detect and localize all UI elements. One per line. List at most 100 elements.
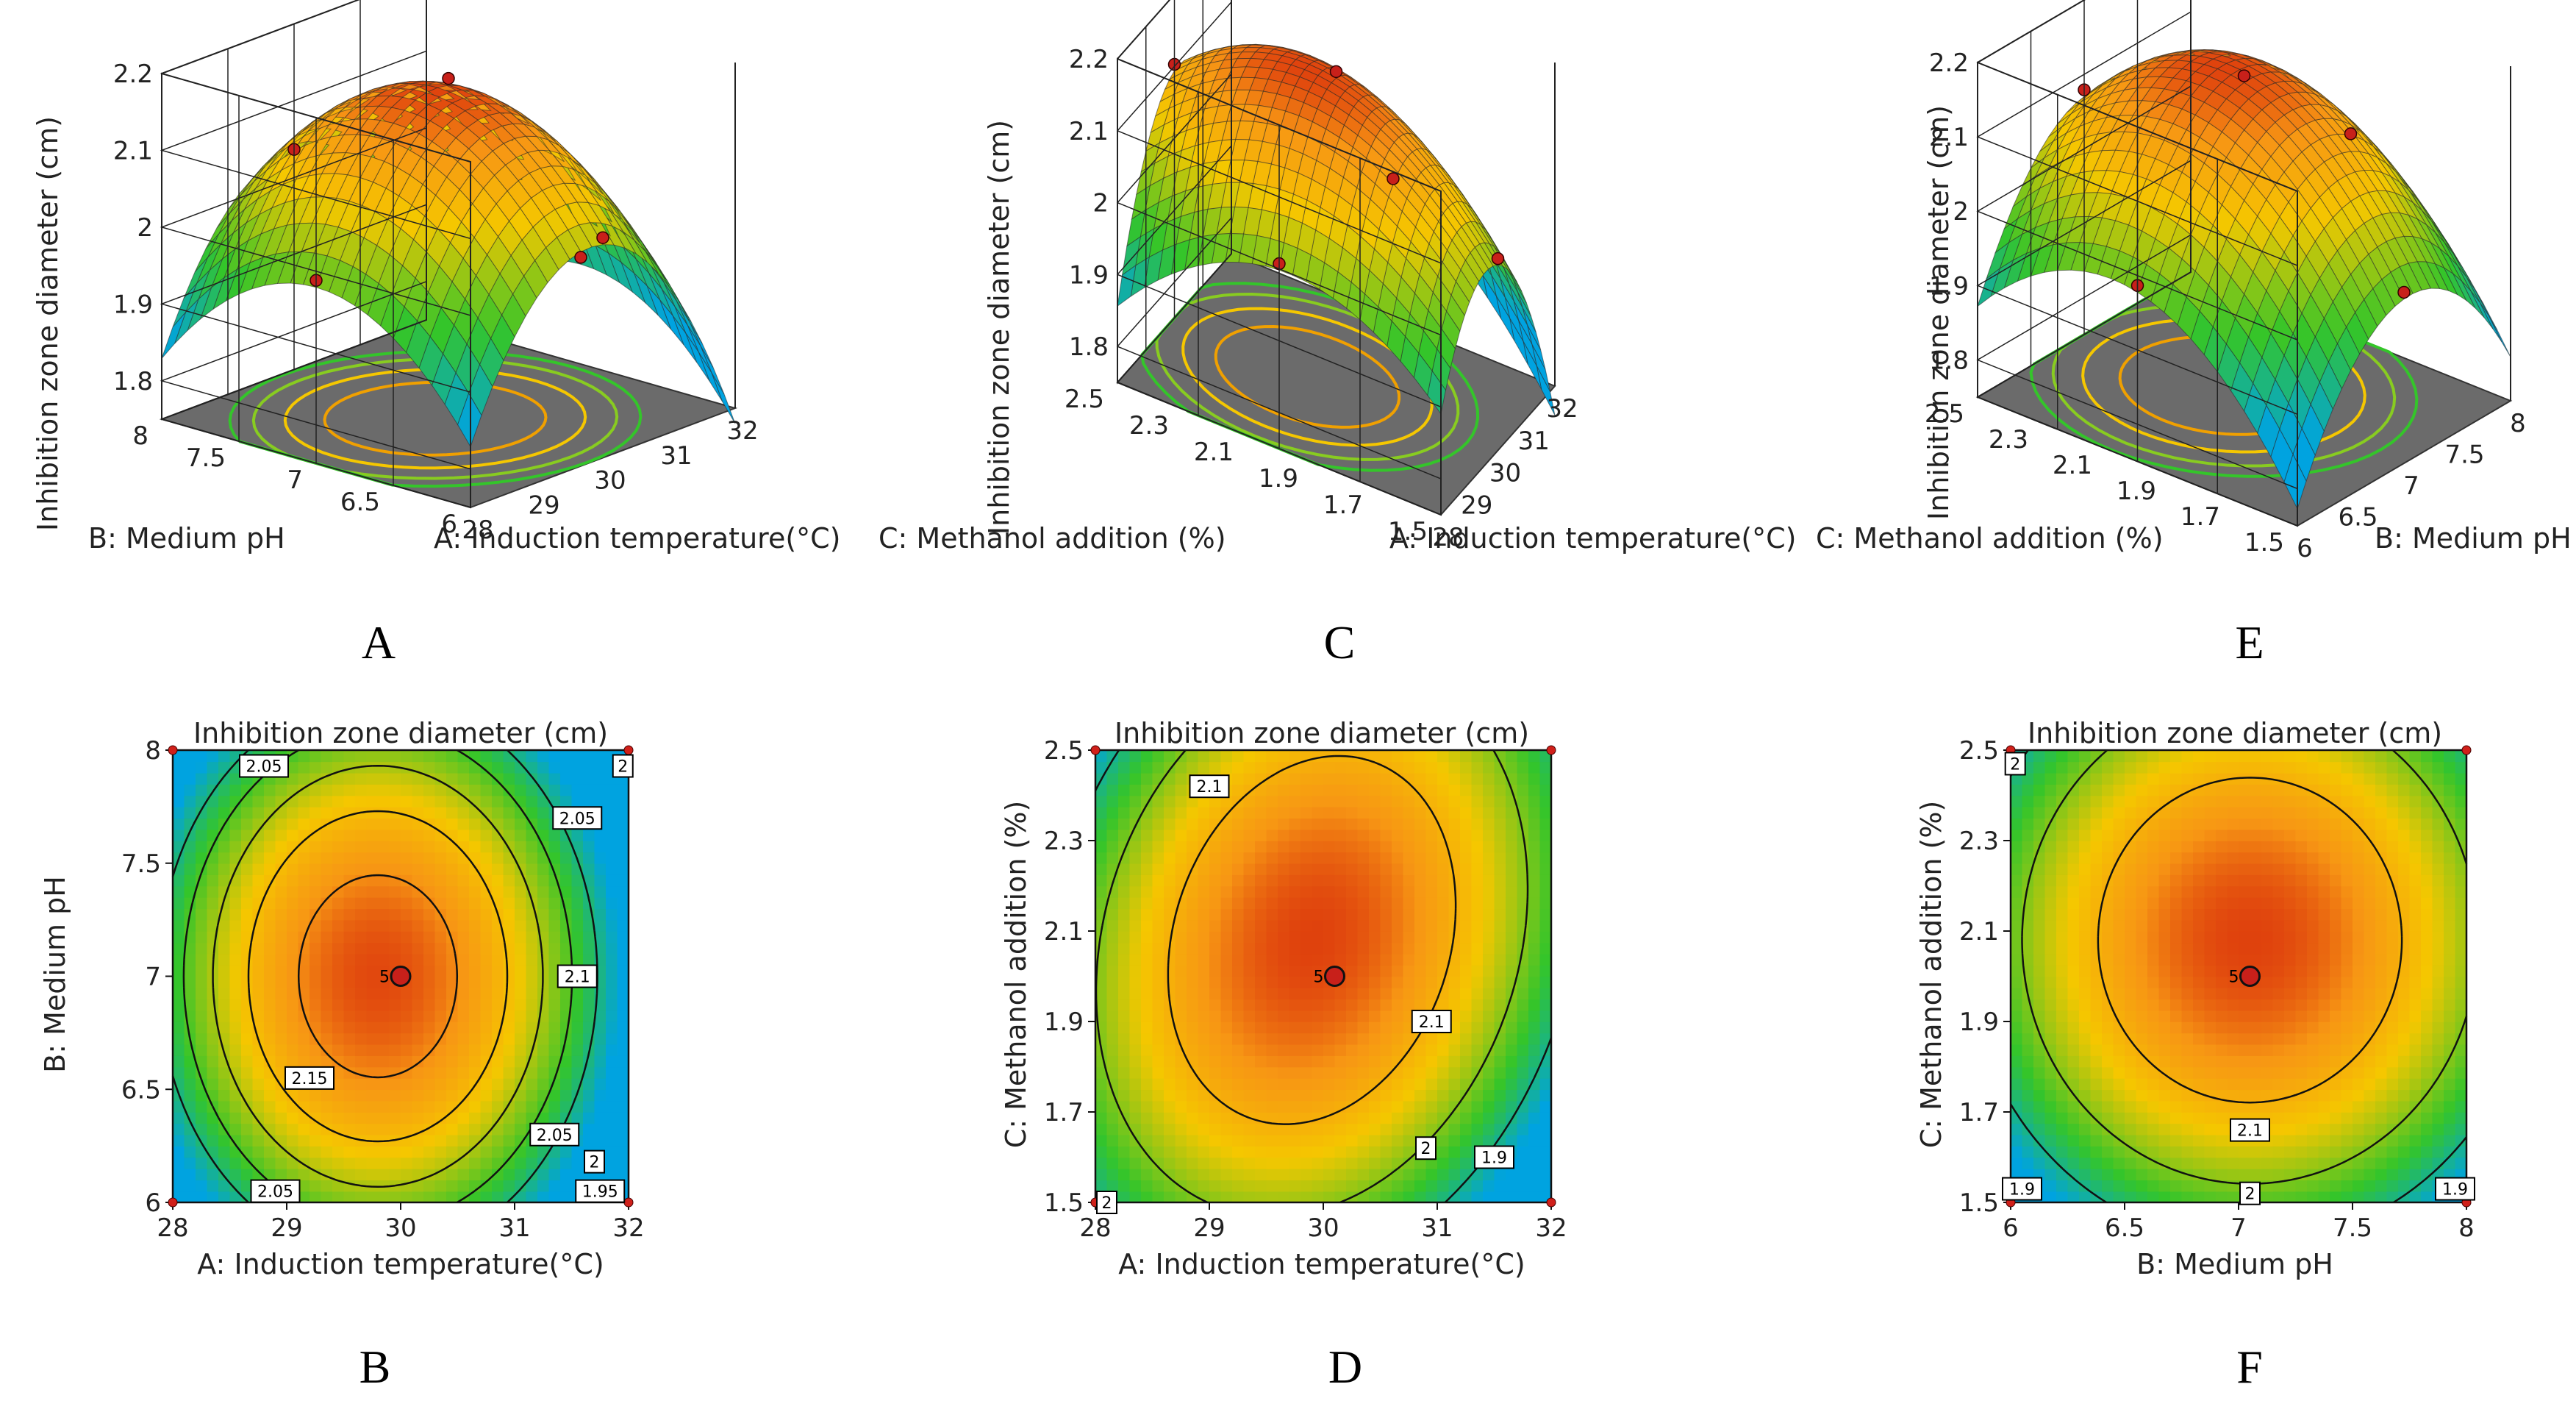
heat-cell-d [1380,1134,1392,1147]
heat-cell-b [434,953,447,966]
heat-cell-d [1095,795,1108,807]
heat-cell-d [1425,1033,1438,1045]
heat-cell-d [1232,1021,1245,1034]
heat-cell-d [1232,784,1245,796]
heat-cell-b [606,908,618,921]
heat-cell-b [218,931,231,944]
heat-cell-b [321,953,333,966]
heat-cell-d [1494,863,1506,875]
heat-cell-d [1392,942,1404,955]
heat-cell-b [492,965,504,977]
heat-cell-d [1232,1010,1245,1022]
heat-cell-b [583,953,595,966]
heat-cell-b [196,1157,208,1169]
heat-cell-d [1300,953,1313,966]
heat-cell-b [298,885,310,898]
heat-cell-b [332,874,345,887]
heat-cell-b [492,1100,504,1113]
heat-cell-b [515,987,527,1000]
heat-cell-d [1369,1123,1381,1135]
heat-cell-b [298,806,310,819]
heat-cell-b [241,1033,254,1045]
heat-cell-d [1483,885,1495,898]
heat-cell-b [583,1077,595,1091]
heat-cell-b [434,942,447,955]
heat-cell-d [1243,1134,1256,1147]
heat-cell-b [218,1077,231,1091]
heat-cell-d [1494,874,1506,887]
heat-cell-b [332,965,345,977]
heat-cell-d [1129,908,1142,921]
heat-cell-b [332,896,345,910]
heat-cell-b [389,999,401,1011]
heat-cell-d [1152,953,1164,966]
heat-cell-b [423,841,436,853]
heat-cell-d [1255,852,1267,864]
heat-cell-b [343,772,356,785]
heat-cell-d [1255,1044,1267,1056]
heat-cell-d [1255,1146,1267,1158]
heat-cell-d [1414,806,1427,819]
heat-cell-d [1471,772,1484,785]
heat-cell-b [343,1044,356,1056]
heat-cell-d [1483,841,1495,853]
heat-cell-b [207,829,219,841]
heat-cell-b [229,931,242,944]
heat-cell-d [1403,818,1415,830]
heat-cell-d [1209,1044,1222,1056]
heat-cell-d [1392,863,1404,875]
heat-cell-d [1403,829,1415,841]
heat-cell-d [1471,829,1484,841]
heat-cell-d [1278,1077,1290,1091]
heat-cell-d [1494,1077,1506,1091]
heat-cell-d [1392,987,1404,1000]
heat-cell-d [1220,976,1233,988]
heat-cell-b [196,965,208,977]
heat-cell-b [503,863,515,875]
heat-cell-d [1334,1123,1347,1135]
heat-cell-b [343,931,356,944]
heat-cell-d [1380,976,1392,988]
heat-cell-d [1129,1033,1142,1045]
heat-cell-d [1403,1089,1415,1102]
heat-cell-d [1106,987,1119,1000]
heat-cell-d [1106,1044,1119,1056]
heat-cell-d [1369,1021,1381,1034]
heat-cell-b [583,1010,595,1022]
heat-cell-b [275,1157,287,1169]
heat-cell-d [1357,1010,1370,1022]
heat-cell-d [1232,1191,1245,1203]
heat-cell-b [412,1112,424,1124]
heat-cell-b [412,841,424,853]
heat-cell-b [480,953,493,966]
heat-cell-b [252,1123,265,1135]
heat-cell-b [617,795,629,807]
heat-cell-d [1118,784,1131,796]
heat-cell-d [1220,1033,1233,1045]
heat-cell-b [617,863,629,875]
heat-cell-d [1323,1100,1336,1113]
heat-cell-d [1232,1055,1245,1068]
y-tick-b: 7 [145,963,161,992]
heat-cell-b [571,885,584,898]
heat-cell-d [1346,806,1359,819]
heat-cell-b [355,1089,368,1102]
heat-cell-d [1289,1123,1301,1135]
heat-cell-b [275,1168,287,1181]
heat-cell-d [1380,784,1392,796]
heat-cell-d [1118,1089,1131,1102]
heat-cell-d [1118,772,1131,785]
heat-cell-d [1106,795,1119,807]
heat-cell-b [321,1180,333,1192]
heat-cell-d [1243,931,1256,944]
heat-cell-b [310,1123,322,1135]
heat-cell-d [1187,1010,1199,1022]
heat-cell-b [606,863,618,875]
heat-cell-b [401,1146,413,1158]
heat-cell-b [594,1123,607,1135]
heat-cell-b [241,863,254,875]
heat-cell-d [1357,965,1370,977]
heat-cell-d [1425,1055,1438,1068]
z-tick-e: 2 [1953,197,1969,227]
heat-cell-d [1220,852,1233,864]
